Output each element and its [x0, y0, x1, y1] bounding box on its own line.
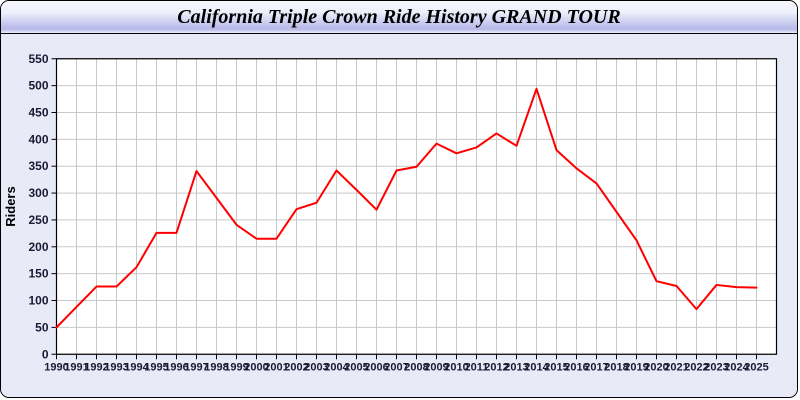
svg-text:100: 100 [28, 294, 48, 308]
svg-text:500: 500 [28, 79, 48, 93]
svg-text:250: 250 [28, 213, 48, 227]
svg-text:300: 300 [28, 186, 48, 200]
svg-text:550: 550 [28, 52, 48, 66]
svg-text:2025: 2025 [744, 361, 768, 373]
svg-text:Riders: Riders [3, 186, 18, 226]
svg-text:50: 50 [35, 320, 49, 334]
svg-text:450: 450 [28, 105, 48, 119]
svg-text:350: 350 [28, 159, 48, 173]
svg-text:200: 200 [28, 240, 48, 254]
svg-text:150: 150 [28, 267, 48, 281]
svg-text:400: 400 [28, 132, 48, 146]
svg-text:0: 0 [42, 347, 49, 361]
